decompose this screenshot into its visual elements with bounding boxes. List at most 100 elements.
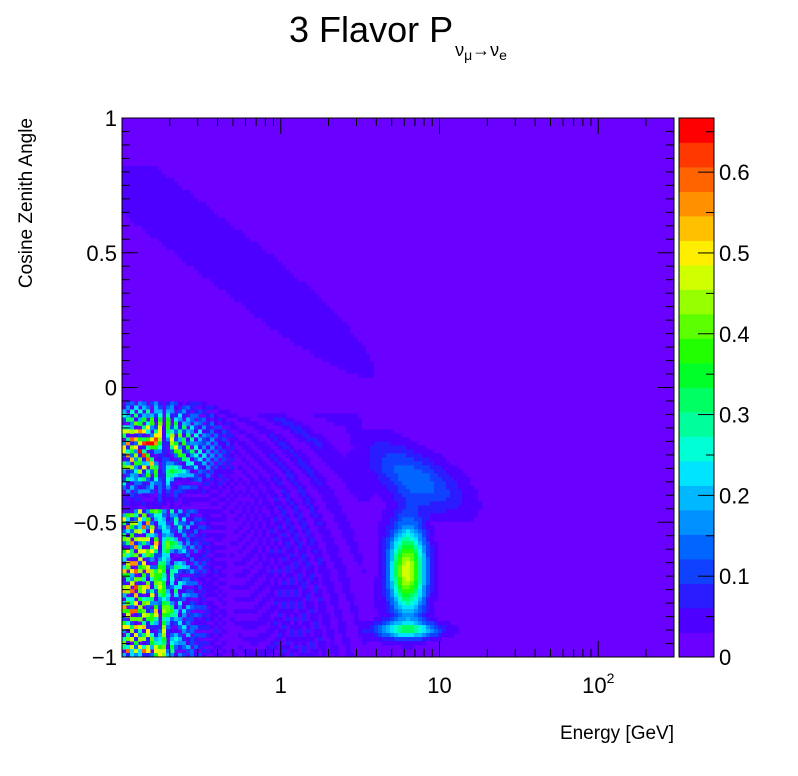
heatmap-cell: [142, 533, 147, 538]
heatmap-cell: [222, 233, 227, 239]
heatmap-cell: [358, 489, 363, 494]
heatmap-cell: [422, 513, 427, 518]
heatmap-cell: [310, 289, 315, 295]
heatmap-cell: [230, 453, 235, 458]
heatmap-cell: [202, 633, 207, 638]
heatmap-cell: [294, 489, 299, 494]
heatmap-cell: [246, 517, 251, 522]
heatmap-cell: [310, 465, 315, 470]
heatmap-cell: [234, 597, 239, 602]
heatmap-cell: [134, 453, 139, 458]
heatmap-cell: [330, 337, 335, 343]
heatmap-cell: [178, 565, 183, 570]
heatmap-cell: [206, 573, 211, 578]
heatmap-cell: [426, 485, 431, 490]
heatmap-cell: [378, 633, 383, 638]
heatmap-cell: [182, 561, 187, 566]
heatmap-cell: [418, 473, 423, 478]
heatmap-cell: [314, 301, 319, 307]
heatmap-cell: [274, 501, 279, 506]
heatmap-cell: [194, 409, 199, 414]
heatmap-cell: [414, 473, 419, 478]
heatmap-cell: [290, 481, 295, 486]
heatmap-cell: [146, 613, 151, 618]
heatmap-cell: [310, 349, 315, 355]
heatmap-cell: [434, 457, 439, 462]
heatmap-cell: [394, 569, 399, 574]
heatmap-cell: [426, 561, 431, 566]
heatmap-cell: [238, 489, 243, 494]
heatmap-cell: [270, 549, 275, 554]
heatmap-cell: [122, 521, 127, 526]
heatmap-cell: [362, 377, 367, 383]
heatmap-cell: [174, 641, 179, 646]
heatmap-cell: [306, 573, 311, 578]
heatmap-cell: [258, 301, 263, 307]
heatmap-cell: [198, 577, 203, 582]
heatmap-cell: [326, 633, 331, 638]
colorbar-swatch: [679, 608, 714, 633]
heatmap-cell: [166, 593, 171, 598]
heatmap-cell: [254, 545, 259, 550]
heatmap-cell: [254, 625, 259, 630]
heatmap-cell: [190, 625, 195, 630]
heatmap-cell: [266, 537, 271, 542]
heatmap-cell: [294, 337, 299, 343]
heatmap-cell: [406, 537, 411, 542]
heatmap-cell: [202, 481, 207, 486]
heatmap-cell: [186, 553, 191, 558]
heatmap-cell: [146, 441, 151, 446]
heatmap-cell: [146, 173, 151, 179]
heatmap-cell: [394, 449, 399, 454]
heatmap-cell: [158, 597, 163, 602]
heatmap-cell: [310, 533, 315, 538]
heatmap-cell: [382, 493, 387, 498]
heatmap-cell: [154, 425, 159, 430]
heatmap-cell: [194, 245, 199, 251]
colorbar-tick-label: 0.6: [719, 160, 750, 185]
heatmap-cell: [422, 569, 427, 574]
heatmap-cell: [434, 633, 439, 638]
heatmap-cell: [258, 605, 263, 610]
heatmap-cell: [254, 297, 259, 303]
heatmap-cell: [406, 597, 411, 602]
heatmap-cell: [386, 461, 391, 466]
heatmap-cell: [430, 581, 435, 586]
heatmap-cell: [166, 525, 171, 530]
heatmap-cell: [286, 617, 291, 622]
heatmap-cell: [206, 497, 211, 502]
heatmap-cell: [266, 481, 271, 486]
heatmap-cell: [274, 453, 279, 458]
heatmap-cell: [426, 605, 431, 610]
heatmap-cell: [374, 369, 379, 375]
heatmap-cell: [322, 361, 327, 367]
heatmap-cell: [142, 401, 147, 406]
heatmap-cell: [382, 541, 387, 546]
heatmap-cell: [386, 589, 391, 594]
heatmap-cell: [150, 557, 155, 562]
heatmap-cell: [214, 277, 219, 283]
heatmap-cell: [310, 461, 315, 466]
heatmap-cell: [174, 525, 179, 530]
heatmap-cell: [214, 525, 219, 530]
heatmap-cell: [310, 513, 315, 518]
heatmap-cell: [206, 233, 211, 239]
heatmap-cell: [450, 461, 455, 466]
heatmap-cell: [442, 629, 447, 634]
heatmap-cell: [374, 585, 379, 590]
heatmap-cell: [258, 601, 263, 606]
heatmap-cell: [146, 529, 151, 534]
heatmap-cell: [406, 585, 411, 590]
heatmap-cell: [362, 629, 367, 634]
heatmap-cell: [402, 613, 407, 618]
heatmap-cell: [314, 341, 319, 347]
heatmap-cell: [214, 569, 219, 574]
heatmap-cell: [322, 445, 327, 450]
heatmap-cell: [146, 201, 151, 207]
heatmap-cell: [254, 605, 259, 610]
heatmap-cell: [230, 541, 235, 546]
heatmap-cell: [122, 173, 127, 179]
heatmap-cell: [418, 497, 423, 502]
heatmap-cell: [474, 517, 479, 522]
heatmap-cell: [158, 533, 163, 538]
